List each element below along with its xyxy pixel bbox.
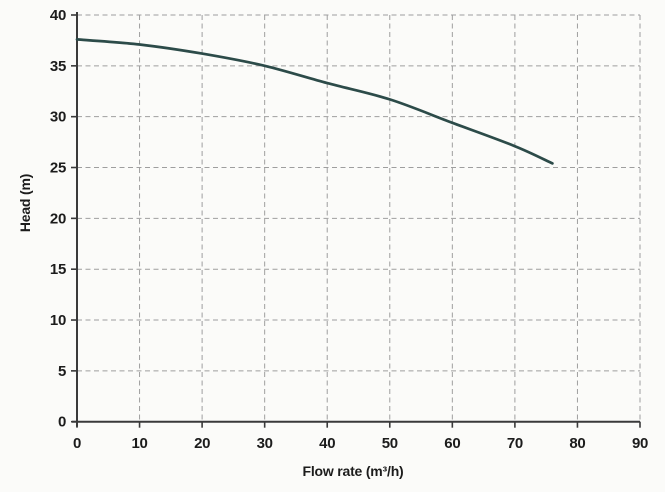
y-tick-label: 10 bbox=[50, 312, 66, 329]
y-tick-label: 40 bbox=[50, 7, 66, 24]
head-flow-curve bbox=[75, 38, 554, 165]
y-axis-title: Head (m) bbox=[17, 173, 33, 233]
x-tick-label: 80 bbox=[569, 435, 585, 452]
x-tick-label: 70 bbox=[507, 435, 523, 452]
x-axis-title: Flow rate (m³/h) bbox=[302, 463, 404, 479]
x-tick-label: 30 bbox=[257, 435, 273, 452]
y-tick-label: 30 bbox=[50, 109, 66, 126]
x-tick-label: 10 bbox=[132, 435, 148, 452]
x-tick-label: 0 bbox=[73, 435, 81, 452]
y-tick-label: 0 bbox=[58, 414, 66, 431]
x-tick-label: 40 bbox=[319, 435, 335, 452]
y-tick-label: 35 bbox=[50, 58, 66, 75]
y-tick-label: 25 bbox=[50, 160, 66, 177]
y-tick-label: 15 bbox=[50, 261, 66, 278]
y-tick-label: 5 bbox=[58, 363, 66, 380]
x-tick-label: 20 bbox=[194, 435, 210, 452]
y-tick-label: 20 bbox=[50, 210, 66, 227]
x-tick-label: 60 bbox=[444, 435, 460, 452]
x-tick-label: 90 bbox=[632, 435, 648, 452]
x-tick-label: 50 bbox=[382, 435, 398, 452]
